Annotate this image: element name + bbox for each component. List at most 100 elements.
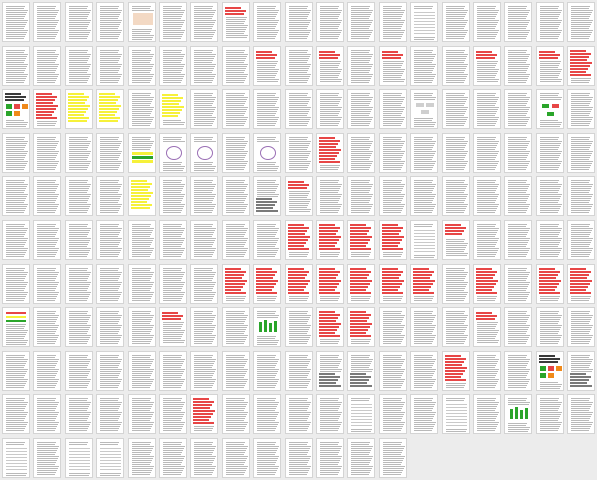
page-thumbnail[interactable]: [536, 351, 564, 391]
page-thumbnail[interactable]: [473, 307, 501, 347]
page-thumbnail[interactable]: [190, 307, 218, 347]
page-thumbnail[interactable]: [379, 438, 407, 478]
page-thumbnail[interactable]: [33, 264, 61, 304]
page-thumbnail[interactable]: [504, 46, 532, 86]
page-thumbnail[interactable]: [379, 220, 407, 260]
page-thumbnail[interactable]: [410, 176, 438, 216]
page-thumbnail[interactable]: [347, 89, 375, 129]
page-thumbnail[interactable]: [128, 264, 156, 304]
page-thumbnail[interactable]: [536, 46, 564, 86]
page-thumbnail[interactable]: [316, 89, 344, 129]
page-thumbnail[interactable]: [410, 2, 438, 42]
page-thumbnail[interactable]: [159, 307, 187, 347]
page-thumbnail[interactable]: [65, 438, 93, 478]
page-thumbnail[interactable]: [410, 264, 438, 304]
page-thumbnail[interactable]: [96, 2, 124, 42]
page-thumbnail[interactable]: [190, 394, 218, 434]
page-thumbnail[interactable]: [33, 438, 61, 478]
page-thumbnail[interactable]: [567, 46, 595, 86]
page-thumbnail[interactable]: [222, 89, 250, 129]
page-thumbnail[interactable]: [410, 394, 438, 434]
page-thumbnail[interactable]: [285, 133, 313, 173]
page-thumbnail[interactable]: [567, 264, 595, 304]
page-thumbnail[interactable]: [128, 133, 156, 173]
page-thumbnail[interactable]: [96, 264, 124, 304]
page-thumbnail[interactable]: [96, 351, 124, 391]
page-thumbnail[interactable]: [379, 351, 407, 391]
page-thumbnail[interactable]: [442, 220, 470, 260]
page-thumbnail[interactable]: [316, 220, 344, 260]
page-thumbnail[interactable]: [65, 2, 93, 42]
page-thumbnail[interactable]: [253, 307, 281, 347]
page-thumbnail[interactable]: [285, 46, 313, 86]
page-thumbnail[interactable]: [190, 220, 218, 260]
page-thumbnail[interactable]: [316, 307, 344, 347]
page-thumbnail[interactable]: [442, 176, 470, 216]
page-thumbnail[interactable]: [128, 351, 156, 391]
page-thumbnail[interactable]: [410, 307, 438, 347]
page-thumbnail[interactable]: [253, 438, 281, 478]
page-thumbnail[interactable]: [159, 220, 187, 260]
page-thumbnail[interactable]: [96, 220, 124, 260]
page-thumbnail[interactable]: [473, 176, 501, 216]
page-thumbnail[interactable]: [65, 264, 93, 304]
page-thumbnail[interactable]: [285, 89, 313, 129]
page-thumbnail[interactable]: [442, 351, 470, 391]
page-thumbnail[interactable]: [2, 176, 30, 216]
page-thumbnail[interactable]: [567, 220, 595, 260]
page-thumbnail[interactable]: [504, 2, 532, 42]
page-thumbnail[interactable]: [347, 394, 375, 434]
page-thumbnail[interactable]: [159, 264, 187, 304]
page-thumbnail[interactable]: [2, 307, 30, 347]
page-thumbnail[interactable]: [536, 394, 564, 434]
page-thumbnail[interactable]: [128, 46, 156, 86]
page-thumbnail[interactable]: [2, 220, 30, 260]
page-thumbnail[interactable]: [222, 351, 250, 391]
page-thumbnail[interactable]: [33, 176, 61, 216]
page-thumbnail[interactable]: [347, 46, 375, 86]
page-thumbnail[interactable]: [253, 220, 281, 260]
page-thumbnail[interactable]: [159, 89, 187, 129]
page-thumbnail[interactable]: [159, 176, 187, 216]
page-thumbnail[interactable]: [536, 307, 564, 347]
page-thumbnail[interactable]: [33, 220, 61, 260]
page-thumbnail[interactable]: [159, 133, 187, 173]
page-thumbnail[interactable]: [347, 307, 375, 347]
page-thumbnail[interactable]: [410, 46, 438, 86]
page-thumbnail[interactable]: [379, 89, 407, 129]
page-thumbnail[interactable]: [379, 176, 407, 216]
page-thumbnail[interactable]: [567, 89, 595, 129]
page-thumbnail[interactable]: [159, 394, 187, 434]
page-thumbnail[interactable]: [222, 133, 250, 173]
page-thumbnail[interactable]: [222, 176, 250, 216]
page-thumbnail[interactable]: [222, 220, 250, 260]
page-thumbnail[interactable]: [96, 394, 124, 434]
page-thumbnail[interactable]: [567, 351, 595, 391]
page-thumbnail[interactable]: [96, 438, 124, 478]
page-thumbnail[interactable]: [442, 89, 470, 129]
page-thumbnail[interactable]: [410, 220, 438, 260]
page-thumbnail[interactable]: [190, 89, 218, 129]
page-thumbnail[interactable]: [504, 89, 532, 129]
page-thumbnail[interactable]: [222, 2, 250, 42]
page-thumbnail[interactable]: [536, 89, 564, 129]
page-thumbnail[interactable]: [504, 351, 532, 391]
page-thumbnail[interactable]: [253, 46, 281, 86]
page-thumbnail[interactable]: [473, 133, 501, 173]
page-thumbnail[interactable]: [285, 220, 313, 260]
page-thumbnail[interactable]: [504, 264, 532, 304]
page-thumbnail[interactable]: [442, 394, 470, 434]
page-thumbnail[interactable]: [316, 438, 344, 478]
page-thumbnail[interactable]: [65, 133, 93, 173]
page-thumbnail[interactable]: [285, 307, 313, 347]
page-thumbnail[interactable]: [159, 438, 187, 478]
page-thumbnail[interactable]: [96, 46, 124, 86]
page-thumbnail[interactable]: [253, 264, 281, 304]
page-thumbnail[interactable]: [190, 438, 218, 478]
page-thumbnail[interactable]: [473, 264, 501, 304]
page-thumbnail[interactable]: [128, 220, 156, 260]
page-thumbnail[interactable]: [65, 46, 93, 86]
page-thumbnail[interactable]: [253, 176, 281, 216]
page-thumbnail[interactable]: [347, 220, 375, 260]
page-thumbnail[interactable]: [379, 394, 407, 434]
